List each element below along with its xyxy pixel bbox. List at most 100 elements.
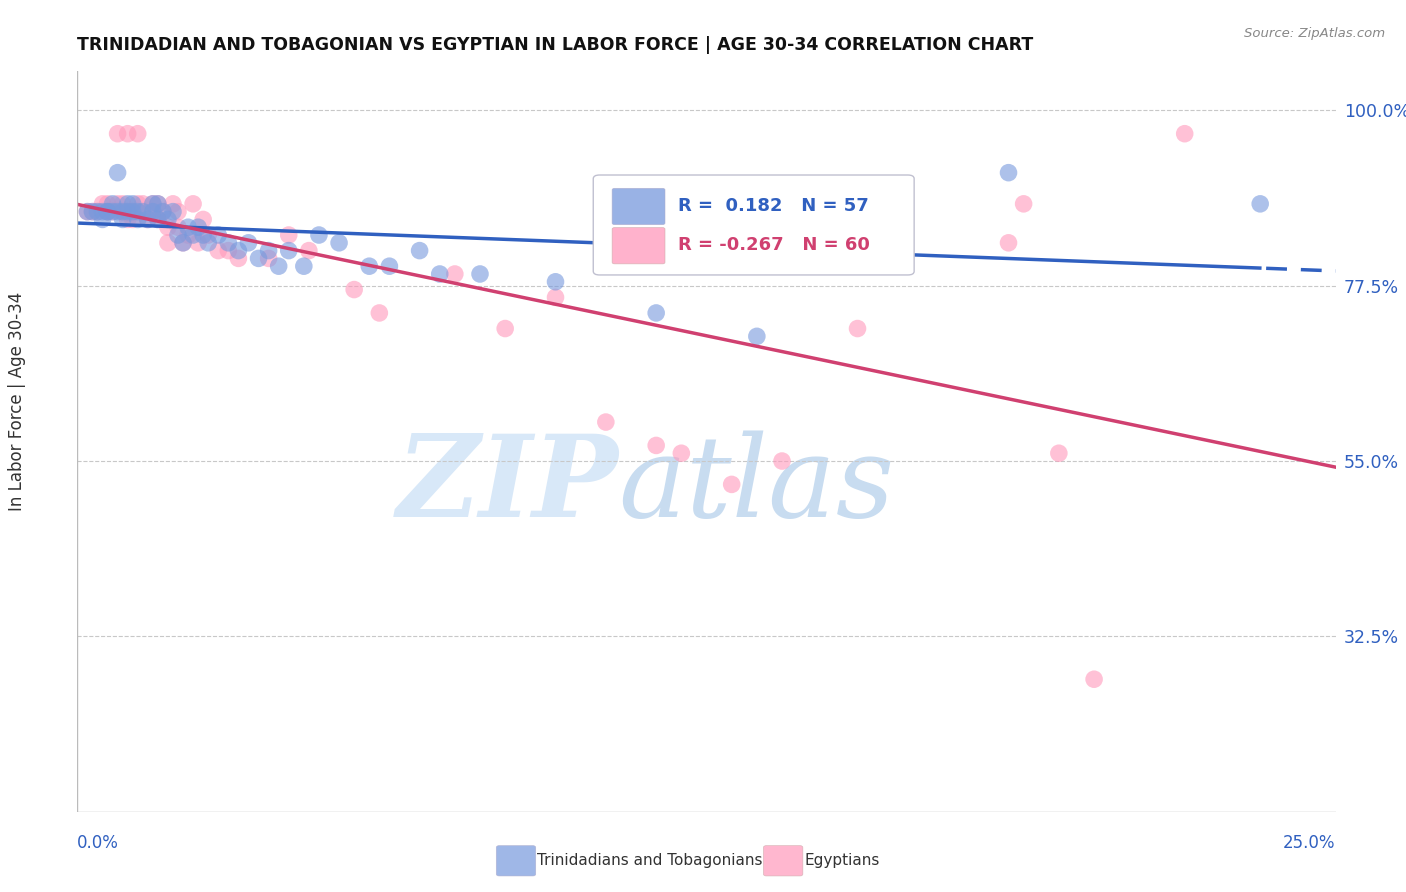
Point: [671, 446, 693, 460]
Point: [770, 454, 793, 468]
Point: [96, 204, 118, 219]
Point: [127, 197, 149, 211]
Point: [136, 212, 159, 227]
Point: [121, 204, 143, 219]
Point: [91, 197, 114, 211]
Point: [127, 204, 149, 219]
Point: [117, 197, 139, 211]
Point: [328, 235, 350, 250]
Text: Source: ZipAtlas.com: Source: ZipAtlas.com: [1244, 27, 1385, 40]
Text: Egyptians: Egyptians: [804, 854, 880, 868]
Text: Trinidadians and Tobagonians: Trinidadians and Tobagonians: [537, 854, 762, 868]
Point: [359, 259, 381, 273]
Text: ZIP: ZIP: [396, 431, 619, 541]
Point: [187, 220, 209, 235]
Point: [277, 244, 299, 258]
Point: [82, 204, 104, 219]
Point: [1249, 197, 1271, 211]
Point: [167, 227, 190, 242]
Point: [444, 267, 467, 281]
Point: [997, 235, 1019, 250]
Point: [142, 197, 165, 211]
Point: [846, 321, 869, 335]
Point: [181, 227, 204, 242]
Point: [142, 197, 165, 211]
Point: [96, 204, 118, 219]
Point: [429, 267, 451, 281]
Point: [156, 220, 179, 235]
Point: [544, 290, 567, 304]
Point: [152, 204, 174, 219]
Text: 25.0%: 25.0%: [1284, 834, 1336, 852]
Point: [343, 283, 366, 297]
Point: [595, 415, 617, 429]
Point: [76, 204, 98, 219]
Point: [156, 235, 179, 250]
Point: [142, 204, 165, 219]
Point: [378, 259, 401, 273]
Point: [197, 227, 219, 242]
Point: [277, 227, 299, 242]
Point: [172, 235, 194, 250]
Point: [247, 252, 270, 266]
Point: [1083, 672, 1105, 686]
FancyBboxPatch shape: [612, 188, 665, 225]
Point: [544, 275, 567, 289]
Point: [76, 204, 98, 219]
Point: [177, 227, 200, 242]
Point: [308, 227, 330, 242]
Point: [132, 197, 155, 211]
Point: [121, 204, 143, 219]
Point: [107, 197, 129, 211]
Point: [162, 197, 184, 211]
Point: [132, 204, 155, 219]
Point: [207, 227, 229, 242]
Point: [177, 220, 200, 235]
Point: [162, 204, 184, 219]
Point: [146, 212, 169, 227]
Point: [86, 204, 108, 219]
Point: [187, 235, 209, 250]
Point: [101, 204, 124, 219]
Point: [720, 477, 742, 491]
Text: 0.0%: 0.0%: [77, 834, 120, 852]
Point: [82, 204, 104, 219]
Text: TRINIDADIAN AND TOBAGONIAN VS EGYPTIAN IN LABOR FORCE | AGE 30-34 CORRELATION CH: TRINIDADIAN AND TOBAGONIAN VS EGYPTIAN I…: [77, 36, 1033, 54]
Point: [257, 252, 280, 266]
Point: [107, 204, 129, 219]
Point: [197, 235, 219, 250]
Point: [86, 204, 108, 219]
Point: [1012, 197, 1035, 211]
Point: [121, 197, 143, 211]
Text: R = -0.267   N = 60: R = -0.267 N = 60: [678, 236, 869, 254]
Point: [217, 235, 239, 250]
Point: [127, 127, 149, 141]
Point: [107, 166, 129, 180]
Point: [96, 204, 118, 219]
Point: [127, 212, 149, 227]
Point: [146, 212, 169, 227]
FancyBboxPatch shape: [593, 175, 914, 275]
Point: [101, 197, 124, 211]
Point: [172, 235, 194, 250]
Point: [745, 329, 768, 343]
Point: [191, 212, 215, 227]
Point: [257, 244, 280, 258]
Point: [191, 227, 215, 242]
Point: [181, 197, 204, 211]
Point: [91, 212, 114, 227]
Point: [167, 204, 190, 219]
Point: [997, 166, 1019, 180]
Point: [96, 197, 118, 211]
Point: [101, 204, 124, 219]
Point: [142, 204, 165, 219]
Point: [645, 306, 668, 320]
Point: [207, 244, 229, 258]
Point: [107, 127, 129, 141]
Point: [1047, 446, 1070, 460]
Point: [117, 127, 139, 141]
Point: [111, 197, 134, 211]
Point: [862, 197, 884, 211]
Point: [468, 267, 491, 281]
Point: [494, 321, 516, 335]
